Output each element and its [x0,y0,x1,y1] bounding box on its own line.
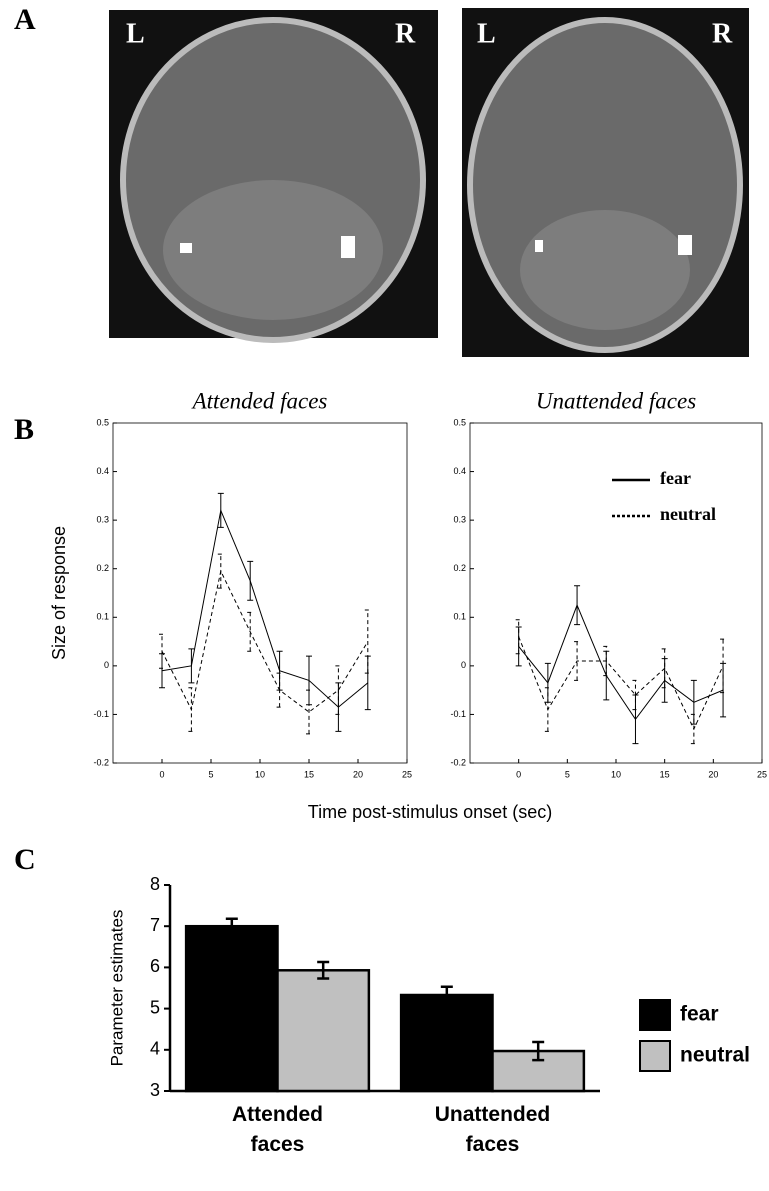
error-bar [225,917,238,935]
error-bar [440,985,453,1005]
y-axis-label: Size of response [49,526,69,660]
x-tick-label: 0 [516,769,521,779]
error-bar [690,713,697,745]
y-tick-label: 0.3 [96,515,109,525]
legend-label: neutral [680,1044,750,1067]
error-bar [317,960,330,980]
series-line [161,508,369,708]
x-tick-label: 10 [255,769,265,779]
y-tick-label: 6 [150,956,160,976]
y-tick-label: 5 [150,997,160,1017]
plot-frame [469,422,763,764]
error-bar [217,553,224,589]
hemisphere-label: L [477,18,496,49]
error-bar [188,687,195,732]
error-bar [574,585,581,626]
legend-label: fear [660,468,691,488]
bar [399,993,494,1093]
panel-label: A [14,3,36,36]
y-tick-label: 0 [104,660,109,670]
x-tick-label: 0 [159,769,164,779]
error-bar [515,619,522,655]
y-tick-label: 0.1 [453,612,466,622]
x-tick-label: 25 [402,769,412,779]
y-tick-label: 8 [150,874,160,894]
x-tick-label: Attended faces [232,1103,323,1156]
y-tick-label: 0.5 [96,417,109,427]
y-tick-label: 0.2 [453,563,466,573]
y-tick-label: 0.4 [453,466,466,476]
y-tick-label: -0.2 [450,757,466,767]
y-axis-label: Parameter estimates [107,910,126,1067]
error-bar [276,672,283,708]
error-bar [335,665,342,715]
error-bar [217,492,224,528]
x-tick-label: 5 [208,769,213,779]
error-bar [544,687,551,732]
error-bar [247,611,254,652]
error-bar [159,633,165,669]
y-tick-label: 0.5 [453,417,466,427]
hemisphere-label: R [712,18,733,49]
y-tick-label: 0.3 [453,515,466,525]
error-bar [603,645,610,677]
legend-swatch [639,1040,671,1072]
error-bar [632,679,639,711]
error-bar [574,641,581,681]
error-bar [532,1040,545,1062]
x-axis-label: Time post-stimulus onset (sec) [308,802,552,822]
x-tick-label: 5 [565,769,570,779]
panel-label: B [14,413,34,446]
plot-frame [112,422,408,764]
x-tick-label: 25 [757,769,767,779]
legend-label: neutral [660,504,716,524]
error-bar [306,689,312,735]
bar [276,969,371,1093]
x-tick-label: 20 [353,769,363,779]
error-bar [690,679,697,725]
y-tick-label: 0.2 [96,563,109,573]
brain-image: L R [462,8,749,357]
legend-swatch [639,999,671,1031]
series-line [518,636,724,731]
error-bar [661,648,668,689]
series-line [518,603,724,721]
y-tick-label: 3 [150,1080,160,1100]
y-tick-label: 0 [461,660,466,670]
y-tick-label: -0.1 [450,709,466,719]
error-bar [720,638,727,694]
error-bar [188,648,195,684]
error-bar [364,609,371,674]
y-tick-label: 4 [150,1039,160,1059]
bar [184,924,279,1093]
series-line [161,569,369,713]
legend-label: fear [680,1003,719,1026]
error-bar [544,662,551,703]
chart-title: Unattended faces [536,388,696,413]
hemisphere-label: R [395,18,416,49]
x-tick-label: 15 [660,769,670,779]
y-tick-label: 0.4 [96,466,109,476]
y-tick-label: -0.2 [93,757,109,767]
y-tick-label: -0.1 [93,709,109,719]
x-tick-label: 15 [304,769,314,779]
chart-title: Attended faces [191,388,328,413]
error-bar [247,560,254,601]
x-tick-label: 10 [611,769,621,779]
x-tick-label: 20 [708,769,718,779]
x-tick-label: Unattended faces [435,1103,551,1156]
y-tick-label: 0.1 [96,612,109,622]
panel-label: C [14,843,36,876]
y-tick-label: 7 [150,915,160,935]
brain-image: L R [109,10,438,343]
hemisphere-label: L [126,18,145,49]
